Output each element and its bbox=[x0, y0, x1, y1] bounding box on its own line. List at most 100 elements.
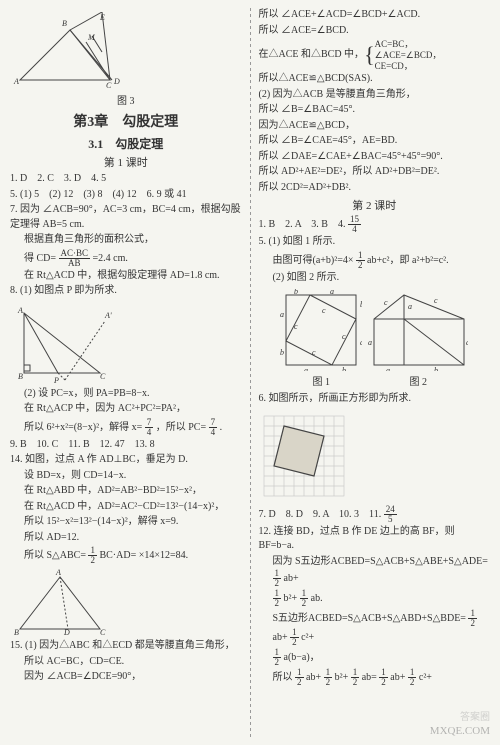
fraction: 12 bbox=[379, 668, 388, 687]
answer-line: 所以 2CD²=AD²+DB². bbox=[259, 181, 491, 196]
text: c²+ bbox=[419, 672, 432, 683]
answer-line: 所以 6²+x²=(8−x)²，解得 x= 74 ，所以 PC= 74 . bbox=[10, 418, 242, 437]
text: ，所以 PC= bbox=[156, 421, 206, 432]
answer-line: 所以 ∠ACE+∠ACD=∠BCD+∠ACD. bbox=[259, 8, 491, 23]
answer-line: 在 Rt△ACP 中，因为 AC²+PC²=PA²， bbox=[10, 402, 242, 417]
answer-line: 7. 因为 ∠ACB=90°，AC=3 cm，BC=4 cm，根据勾股定理得 A… bbox=[10, 203, 242, 232]
answer-line: 因为 ∠ACB=∠DCE=90°， bbox=[10, 670, 242, 685]
answer-line: 在 Rt△ACD 中，根据勾股定理得 AD=1.8 cm. bbox=[10, 269, 242, 284]
text: 所以 6²+x²=(8−x)²，解得 x= bbox=[24, 421, 142, 432]
answer-line: (2) 如图 2 所示. bbox=[259, 271, 491, 286]
left-column: A B C D E M 图 3 第3章 勾股定理 3.1 勾股定理 第 1 课时… bbox=[10, 8, 242, 737]
text: c²+ bbox=[301, 632, 314, 643]
svg-text:D: D bbox=[113, 77, 120, 86]
answer-line: 5. (1) 如图 1 所示. bbox=[259, 235, 491, 250]
answer-line: 根据直角三角形的面积公式， bbox=[10, 233, 242, 248]
svg-text:a: a bbox=[330, 289, 334, 296]
text: S五边形ACBED=S△ACB+S△ABD+S△BDE= bbox=[273, 613, 466, 624]
answer-line: 所以 15²−x²=13²−(14−x)²，解得 x=9. bbox=[10, 515, 242, 530]
svg-text:a: a bbox=[360, 338, 362, 347]
figure-3-svg: A B C D E M bbox=[10, 12, 130, 90]
svg-text:D: D bbox=[63, 628, 70, 635]
text: 得 CD= bbox=[24, 252, 56, 263]
answer-line: 所以 AD²+AE²=DE²，所以 AD²+DB²=DE². bbox=[259, 165, 491, 180]
svg-text:C: C bbox=[106, 81, 112, 90]
svg-text:E: E bbox=[99, 13, 105, 22]
answer-line: 14. 如图，过点 A 作 AD⊥BC，垂足为 D. bbox=[10, 453, 242, 468]
answer-line: 所以 ∠B=∠BAC=45°. bbox=[259, 103, 491, 118]
answer-line: 在 Rt△ACD 中，AD²=AC²−CD²=13²−(14−x)²， bbox=[10, 500, 242, 515]
figure-6 bbox=[259, 411, 491, 501]
text: ab+ bbox=[273, 632, 288, 643]
section-title: 3.1 勾股定理 bbox=[10, 135, 242, 152]
figure-14-svg: A B C D bbox=[10, 569, 110, 635]
watermark-url: MXQE.COM bbox=[430, 725, 490, 737]
figure-6-svg bbox=[259, 411, 349, 501]
watermark-site: 答案圈 bbox=[460, 708, 490, 723]
answer-line: 12 b²+ 12 ab. bbox=[259, 589, 491, 608]
text: b²+ bbox=[335, 672, 349, 683]
column-divider bbox=[250, 8, 251, 737]
fraction: 12 bbox=[273, 589, 282, 608]
svg-text:P: P bbox=[53, 376, 59, 383]
svg-text:a: a bbox=[408, 302, 412, 311]
text: . bbox=[220, 421, 223, 432]
answer-line: (2) 因为△ACB 是等腰直角三角形， bbox=[259, 88, 491, 103]
svg-text:a: a bbox=[280, 310, 284, 319]
chapter-title: 第3章 勾股定理 bbox=[10, 111, 242, 131]
svg-text:a: a bbox=[368, 338, 372, 347]
svg-text:A': A' bbox=[104, 311, 112, 320]
text: 因为 S五边形ACBED=S△ACB+S△ABE+S△ADE= bbox=[273, 556, 488, 567]
answer-line: (2) 设 PC=x，则 PA=PB=8−x. bbox=[10, 387, 242, 402]
figure-8-svg: A A' B C P bbox=[10, 303, 120, 383]
figure-1-svg: ba ba ba ba cc cc bbox=[280, 289, 362, 371]
answer-line: 所以 ∠ACE=∠BCD. bbox=[259, 24, 491, 39]
fraction: 154 bbox=[348, 215, 361, 234]
text: ab= bbox=[362, 672, 377, 683]
svg-text:c: c bbox=[434, 296, 438, 305]
figure-2-label: 图 2 bbox=[368, 373, 468, 388]
text: a(b−a)， bbox=[284, 652, 320, 663]
text: 7. D 8. D 9. A 10. 3 11. bbox=[259, 509, 384, 520]
svg-text:a: a bbox=[466, 338, 468, 347]
text: ab+c²，即 a²+b²=c². bbox=[367, 255, 449, 266]
fraction: 12 bbox=[295, 668, 304, 687]
text: =2.4 cm. bbox=[93, 252, 128, 263]
page: A B C D E M 图 3 第3章 勾股定理 3.1 勾股定理 第 1 课时… bbox=[0, 0, 500, 745]
answer-line: 所以 12 ab+ 12 b²+ 12 ab= 12 ab+ 12 c²+ bbox=[259, 668, 491, 687]
answer-line: 8. (1) 如图点 P 即为所求. bbox=[10, 284, 242, 299]
subsection-2: 第 2 课时 bbox=[259, 197, 491, 213]
svg-text:c: c bbox=[312, 348, 316, 357]
svg-text:c: c bbox=[384, 298, 388, 307]
svg-text:b: b bbox=[434, 366, 438, 371]
fraction: 12 bbox=[273, 648, 282, 667]
figure-8: A A' B C P bbox=[10, 303, 242, 383]
svg-text:B: B bbox=[14, 628, 19, 635]
subsection-1: 第 1 课时 bbox=[10, 154, 242, 170]
svg-text:c: c bbox=[294, 322, 298, 331]
answer-line: 所以 ∠B=∠CAE=45°，AE=BD. bbox=[259, 134, 491, 149]
fraction: 12 bbox=[351, 668, 360, 687]
svg-text:C: C bbox=[100, 628, 106, 635]
text: 所以 S△ABC= bbox=[24, 550, 86, 561]
figure-3: A B C D E M 图 3 bbox=[10, 12, 242, 107]
figures-1-2: ba ba ba ba cc cc 图 1 bbox=[259, 289, 491, 388]
answer-line: 15. (1) 因为△ABC 和△ECD 都是等腰直角三角形， bbox=[10, 639, 242, 654]
answer-line: 所以 AD=12. bbox=[10, 531, 242, 546]
answer-line: 12 a(b−a)， bbox=[259, 648, 491, 667]
answer-line: 9. B 10. C 11. B 12. 47 13. 8 bbox=[10, 438, 242, 453]
fraction: 12 bbox=[300, 589, 309, 608]
answer-line: 在△ACE 和△BCD 中， { AC=BC， ∠ACE=∠BCD， CE=CD… bbox=[259, 39, 491, 71]
fraction: 245 bbox=[384, 505, 397, 524]
fraction: 12 bbox=[324, 668, 333, 687]
answer-line: 设 BD=x，则 CD=14−x. bbox=[10, 469, 242, 484]
text: BC·AD= ×14×12=84. bbox=[99, 550, 188, 561]
answer-line: 7. D 8. D 9. A 10. 3 11. 245 bbox=[259, 505, 491, 524]
answer-line: 1. B 2. A 3. B 4. 154 bbox=[259, 215, 491, 234]
fraction: 12 bbox=[356, 251, 365, 270]
right-column: 所以 ∠ACE+∠ACD=∠BCD+∠ACD. 所以 ∠ACE=∠BCD. 在△… bbox=[259, 8, 491, 737]
answer-line: 12. 连接 BD，过点 B 作 DE 边上的高 BF，则 BF=b−a. bbox=[259, 525, 491, 554]
brace-icon: { bbox=[364, 45, 375, 65]
text: AC=BC， bbox=[375, 39, 442, 50]
answer-line: 所以 AC=BC，CD=CE. bbox=[10, 655, 242, 670]
